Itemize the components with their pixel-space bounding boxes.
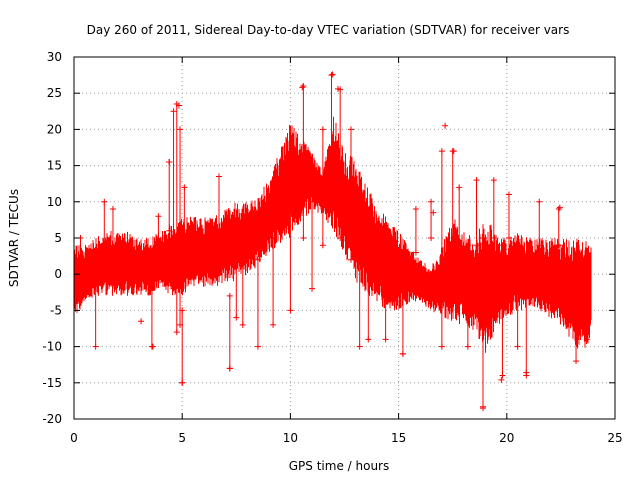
data-spike — [479, 235, 486, 412]
y-tick-label: -20 — [42, 412, 62, 426]
data-spike — [101, 198, 108, 263]
x-tick-label: 20 — [499, 431, 514, 445]
axes: 0 5 10 15 20 25 -20 -15 -10 -5 0 5 10 15 20 25 30 — [42, 50, 622, 445]
data-spike — [173, 101, 180, 336]
data-point — [329, 71, 336, 78]
data-series-vars — [73, 71, 592, 412]
data-spike — [428, 198, 435, 241]
data-spike — [233, 227, 240, 321]
data-spike — [555, 206, 562, 249]
data-spike — [464, 242, 471, 350]
data-spike — [438, 148, 445, 350]
chart-title: Day 260 of 2011, Sidereal Day-to-day VTE… — [87, 23, 570, 37]
data-spike — [239, 242, 246, 328]
y-tick-label: 25 — [47, 86, 62, 100]
y-tick-label: -10 — [42, 340, 62, 354]
data-point — [450, 148, 457, 155]
x-tick-label: 10 — [283, 431, 298, 445]
data-spike — [328, 72, 335, 205]
data-point — [399, 350, 406, 357]
data-spike — [148, 285, 155, 350]
data-spike — [573, 292, 580, 365]
x-axis-label: GPS time / hours — [289, 459, 390, 473]
x-tick-label: 0 — [70, 431, 78, 445]
data-spike — [365, 249, 372, 343]
data-point — [74, 263, 81, 270]
data-point — [138, 318, 145, 325]
data-spike — [270, 235, 277, 328]
data-spike — [449, 148, 456, 263]
data-spike — [319, 126, 326, 249]
data-spike — [181, 184, 188, 278]
data-point — [335, 85, 342, 92]
data-point — [498, 376, 505, 383]
x-tick-label: 15 — [391, 431, 406, 445]
data-spike — [490, 177, 497, 241]
data-spike — [215, 173, 222, 263]
data-spike — [473, 177, 480, 249]
data-spike — [92, 263, 99, 350]
data-spike — [337, 86, 344, 241]
data-spike — [287, 198, 294, 314]
data-point — [556, 204, 563, 211]
data-spike — [514, 278, 521, 350]
data-spike — [382, 256, 389, 343]
data-spike — [177, 126, 184, 328]
data-spike — [166, 158, 173, 234]
data-spike — [254, 256, 261, 350]
data-spike — [536, 198, 543, 249]
data-point — [175, 102, 182, 109]
data-spike — [170, 108, 177, 292]
data-spike — [412, 206, 419, 256]
data-spike — [456, 184, 463, 256]
data-point — [479, 403, 486, 410]
x-tick-label: 25 — [607, 431, 622, 445]
y-axis-label: SDTVAR / TECUs — [7, 189, 21, 287]
data-spike — [300, 82, 307, 241]
data-point — [299, 84, 306, 91]
data-point — [226, 365, 233, 372]
data-point — [166, 158, 173, 165]
y-tick-label: 5 — [54, 231, 62, 245]
data-point — [179, 379, 186, 386]
y-tick-label: 30 — [47, 50, 62, 64]
y-tick-label: 15 — [47, 159, 62, 173]
data-spike — [347, 126, 354, 263]
y-tick-label: -15 — [42, 376, 62, 390]
data-spike — [155, 213, 162, 256]
y-tick-label: 10 — [47, 195, 62, 209]
data-spike — [505, 191, 512, 241]
data-point — [442, 122, 449, 129]
data-spike — [583, 300, 590, 343]
y-tick-label: 0 — [54, 267, 62, 281]
data-point — [430, 209, 437, 216]
data-point — [523, 369, 530, 376]
y-tick-label: -5 — [50, 303, 62, 317]
data-spike — [226, 292, 233, 372]
data-point — [149, 343, 156, 350]
x-tick-label: 5 — [178, 431, 186, 445]
data-spike — [499, 242, 506, 379]
data-spike — [109, 206, 116, 263]
data-spike — [356, 235, 363, 350]
data-spike — [309, 198, 316, 292]
y-tick-label: 20 — [47, 122, 62, 136]
